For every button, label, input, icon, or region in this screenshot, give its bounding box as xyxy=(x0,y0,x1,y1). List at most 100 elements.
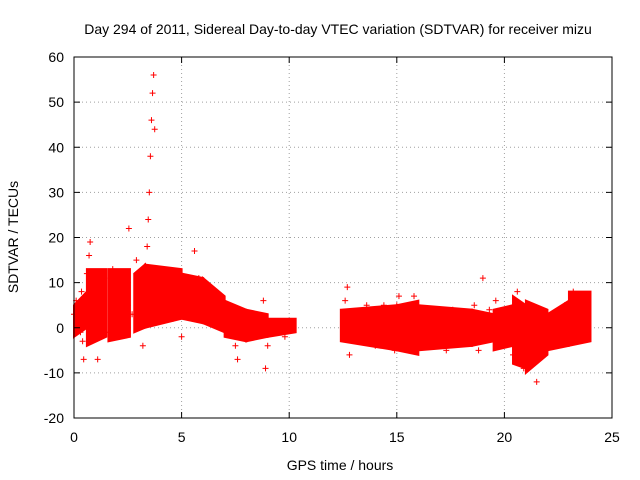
data-point xyxy=(139,342,146,349)
y-tick-label: 10 xyxy=(48,275,64,291)
data-point xyxy=(525,302,532,309)
data-point xyxy=(268,320,275,327)
data-point xyxy=(151,126,158,133)
data-point xyxy=(372,342,379,349)
data-point xyxy=(195,275,202,282)
data-point xyxy=(101,275,108,282)
data-point xyxy=(189,311,196,318)
data-point xyxy=(462,338,469,345)
data-point xyxy=(486,306,493,313)
data-point xyxy=(169,315,176,322)
data-point xyxy=(109,266,116,273)
data-point xyxy=(548,342,555,349)
data-point xyxy=(281,333,288,340)
data-point xyxy=(510,351,517,358)
data-point xyxy=(583,293,590,300)
data-point xyxy=(98,311,105,318)
data-point xyxy=(83,270,90,277)
data-point xyxy=(81,306,88,313)
data-point xyxy=(471,302,478,309)
data-point xyxy=(144,243,151,250)
data-point xyxy=(544,315,551,322)
data-point xyxy=(350,311,357,318)
data-point xyxy=(80,356,87,363)
data-point xyxy=(75,320,82,327)
x-tick-label: 15 xyxy=(389,429,405,445)
data-point xyxy=(120,275,127,282)
data-point xyxy=(406,342,413,349)
y-axis-label: SDTVAR / TECUs xyxy=(5,181,21,293)
data-point xyxy=(228,311,235,318)
data-band xyxy=(133,262,147,334)
data-point xyxy=(90,329,97,336)
data-point xyxy=(142,266,149,273)
x-tick-label: 10 xyxy=(281,429,297,445)
data-band xyxy=(245,308,269,343)
data-point xyxy=(94,356,101,363)
data-band xyxy=(395,299,420,357)
data-point xyxy=(150,72,157,79)
data-point xyxy=(149,90,156,97)
data-point xyxy=(570,288,577,295)
data-point xyxy=(180,284,187,291)
data-band xyxy=(417,304,474,352)
data-point xyxy=(363,302,370,309)
data-point xyxy=(238,329,245,336)
data-point xyxy=(96,270,103,277)
x-axis-label: GPS time / hours xyxy=(287,457,394,473)
y-tick-label: 40 xyxy=(48,139,64,155)
data-point xyxy=(533,378,540,385)
data-point xyxy=(133,257,140,264)
data-point xyxy=(501,311,508,318)
data-point xyxy=(165,284,172,291)
data-point xyxy=(157,270,164,277)
x-tick-label: 5 xyxy=(178,429,186,445)
data-point xyxy=(116,333,123,340)
data-point xyxy=(174,270,181,277)
data-point xyxy=(275,324,282,331)
data-point xyxy=(387,311,394,318)
data-point xyxy=(135,284,142,291)
data-point xyxy=(88,284,95,291)
data-point xyxy=(428,311,435,318)
y-tick-label: 20 xyxy=(48,230,64,246)
data-band xyxy=(471,308,495,348)
tick-labels: 0 5 10 15 20 25 -20 -10 0 10 20 30 40 50 60 xyxy=(44,49,620,445)
data-point xyxy=(346,351,353,358)
data-point xyxy=(103,329,110,336)
data-point xyxy=(411,293,418,300)
data-point xyxy=(223,324,230,331)
data-point xyxy=(114,306,121,313)
data-point xyxy=(520,365,527,372)
data-point xyxy=(125,225,132,232)
data-point xyxy=(535,306,542,313)
data-point xyxy=(185,302,192,309)
data-point xyxy=(154,315,161,322)
data-point xyxy=(421,342,428,349)
data-point xyxy=(107,288,114,295)
data-point xyxy=(86,252,93,259)
data-point xyxy=(262,365,269,372)
data-point xyxy=(200,293,207,300)
data-point xyxy=(340,333,346,340)
data-point xyxy=(264,342,271,349)
data-point xyxy=(87,239,94,246)
data-point xyxy=(243,315,250,322)
x-tick-label: 25 xyxy=(604,429,620,445)
data-band xyxy=(524,299,549,376)
data-point xyxy=(436,320,443,327)
data-point xyxy=(249,324,256,331)
y-tick-label: 50 xyxy=(48,94,64,110)
data-point xyxy=(391,347,398,354)
data-point xyxy=(129,311,136,318)
data-point xyxy=(578,333,585,340)
y-tick-label: 30 xyxy=(48,184,64,200)
y-tick-label: 0 xyxy=(56,320,64,336)
data-point xyxy=(152,279,159,286)
data-point xyxy=(79,338,86,345)
data-point xyxy=(443,347,450,354)
data-point xyxy=(232,342,239,349)
data-band xyxy=(107,268,131,343)
data-point xyxy=(555,324,562,331)
data-point xyxy=(449,306,456,313)
